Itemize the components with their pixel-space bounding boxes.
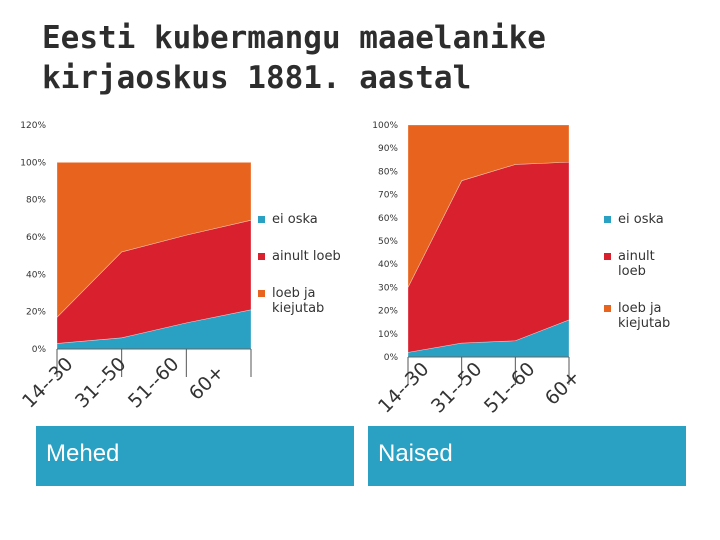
mehed-ytick-label: 100%: [20, 158, 46, 168]
mehed-ytick-label: 0%: [32, 345, 47, 355]
mehed-ytick-label: 120%: [20, 121, 46, 131]
legend-swatch: [258, 253, 265, 260]
legend-item: loeb ja kiejutab: [604, 301, 684, 331]
mehed-ytick-label: 40%: [26, 270, 46, 280]
legend-swatch: [258, 290, 265, 297]
legend-swatch: [258, 216, 265, 223]
legend-label: ei oska: [272, 212, 318, 227]
title-line-1: Eesti kubermangu maaelanike: [42, 20, 546, 56]
caption-naised: Naised: [368, 426, 686, 486]
legend-item: ei oska: [258, 212, 354, 227]
caption-mehed: Mehed: [36, 426, 354, 486]
mehed-ytick-label: 20%: [26, 308, 46, 318]
naised-ytick-label: 40%: [378, 260, 398, 270]
naised-ytick-label: 10%: [378, 330, 398, 340]
naised-ytick-label: 70%: [378, 191, 398, 201]
naised-ytick-label: 30%: [378, 283, 398, 293]
mehed-category-label: 51--60: [124, 353, 183, 412]
mehed-area-loeb-ja-kiejutab: [56, 162, 252, 318]
mehed-category-label: 14--30: [18, 353, 77, 412]
naised-category-label: 51--60: [480, 358, 539, 417]
naised-category-label: 14--30: [374, 358, 433, 417]
mehed-category-label: 31--50: [71, 353, 130, 412]
legend-item: ainult loeb: [258, 249, 354, 264]
naised-category-label: 60+: [541, 366, 585, 410]
title-line-2: kirjaoskus 1881. aastal: [42, 60, 472, 96]
legend-swatch: [604, 253, 611, 260]
mehed-category-label: 60+: [185, 361, 229, 405]
legend-label: ainult loeb: [272, 249, 341, 264]
naised-ytick-label: 60%: [378, 214, 398, 224]
naised-ytick-label: 100%: [372, 121, 398, 131]
legend-naised: ei oska ainult loeb loeb ja kiejutab: [604, 212, 684, 353]
naised-ytick-label: 50%: [378, 237, 398, 247]
legend-label: loeb ja kiejutab: [272, 286, 325, 316]
naised-ytick-label: 90%: [378, 144, 398, 154]
legend-item: ei oska: [604, 212, 684, 227]
naised-ytick-label: 80%: [378, 167, 398, 177]
legend-label: ainult loeb: [618, 249, 655, 279]
slide-title: Eesti kubermangu maaelanike kirjaoskus 1…: [42, 18, 642, 98]
naised-ytick-label: 0%: [384, 353, 399, 363]
legend-label: loeb ja kiejutab: [618, 301, 671, 331]
mehed-ytick-label: 80%: [26, 196, 46, 206]
naised-area-loeb-ja-kiejutab: [407, 124, 570, 288]
legend-mehed: ei oska ainult loeb loeb ja kiejutab: [258, 212, 354, 338]
naised-category-label: 31--50: [427, 358, 486, 417]
legend-swatch: [604, 305, 611, 312]
legend-item: ainult loeb: [604, 249, 684, 279]
naised-ytick-label: 20%: [378, 307, 398, 317]
legend-label: ei oska: [618, 212, 664, 227]
legend-swatch: [604, 216, 611, 223]
legend-item: loeb ja kiejutab: [258, 286, 354, 316]
mehed-ytick-label: 60%: [26, 233, 46, 243]
